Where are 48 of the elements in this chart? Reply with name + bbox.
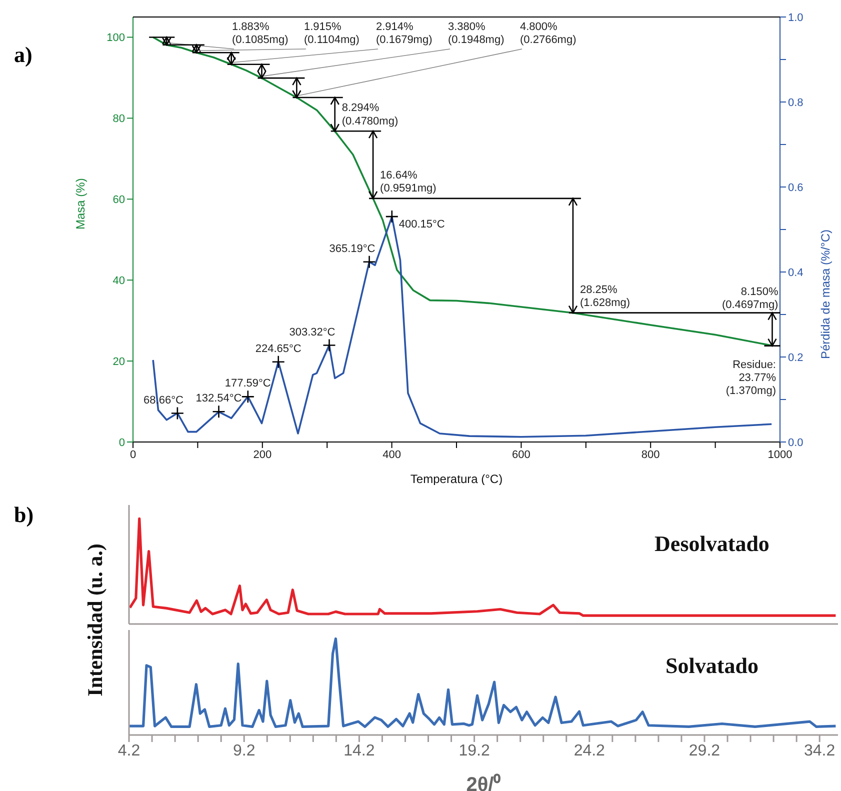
y2-tick-label: 0.2: [788, 352, 804, 364]
y2-tick-label: 0.6: [788, 182, 804, 194]
y2-tick-label: 0.0: [788, 436, 804, 449]
y-tick-label: 40: [112, 275, 125, 287]
y-tick-label: 60: [112, 194, 125, 206]
y-tick-label: 20: [112, 356, 125, 368]
x-tick-label: 29.2: [688, 742, 720, 760]
annotation: 177.59°C: [224, 378, 271, 390]
annotation: 1.915% (0.1104mg): [304, 21, 360, 46]
y-tick-label: 100: [106, 32, 125, 44]
annotation: 8.294% (0.4780mg): [342, 102, 398, 128]
y2-tick-label: 1.0: [788, 12, 804, 24]
x-tick-label: 1000: [768, 448, 792, 461]
x-tick-label: 34.2: [804, 742, 836, 760]
x-tick-label: 9.2: [232, 742, 256, 760]
annotation: 365.19°C: [329, 242, 376, 255]
annotation: 132.54°C: [196, 392, 242, 405]
y-axis-title: Intensidad (u. a.): [83, 542, 108, 698]
chart-title: b): [14, 502, 34, 528]
annotation: Residue: 23.77% (1.370mg): [726, 358, 776, 398]
text: Desolvatado: [654, 531, 770, 558]
y2-axis-title: Pérdida de masa (%/°C): [818, 229, 832, 360]
annotation: 16.64% (0.9591mg): [380, 169, 436, 195]
x-tick-label: 19.2: [458, 742, 490, 760]
annotation: 400.15°C: [398, 218, 445, 231]
annotation: 4.800% (0.2766mg): [520, 21, 576, 46]
annotation: 28.25% (1.628mg): [580, 284, 630, 309]
x-tick-label: 0: [130, 448, 136, 461]
annotation: 2.914% (0.1679mg): [376, 21, 432, 46]
annotation: 1.883% (0.1085mg): [232, 21, 288, 46]
annotation: 3.380% (0.1948mg): [448, 21, 504, 46]
y-axis-title: Masa (%): [73, 178, 88, 230]
x-tick-label: 600: [512, 448, 530, 461]
x-tick-label: 24.2: [574, 742, 606, 760]
series-label: Solvatado: [664, 653, 760, 680]
x-tick-label: 200: [253, 448, 272, 461]
x-tick-label: 4.2: [118, 742, 140, 760]
y-tick-label: 0: [118, 436, 125, 449]
y2-tick-label: 0.4: [788, 266, 804, 279]
annotation: 303.32°C: [289, 326, 336, 338]
x-tick-label: 800: [641, 448, 660, 461]
annotation: 224.65°C: [255, 342, 302, 355]
annotation: 8.150% (0.4697mg): [722, 286, 778, 311]
x-tick-label: 14.2: [344, 742, 375, 760]
y-tick-label: 80: [112, 113, 125, 126]
y2-tick-label: 0.8: [788, 96, 804, 109]
text: a): [14, 42, 32, 68]
x-tick-label: 400: [382, 448, 401, 461]
